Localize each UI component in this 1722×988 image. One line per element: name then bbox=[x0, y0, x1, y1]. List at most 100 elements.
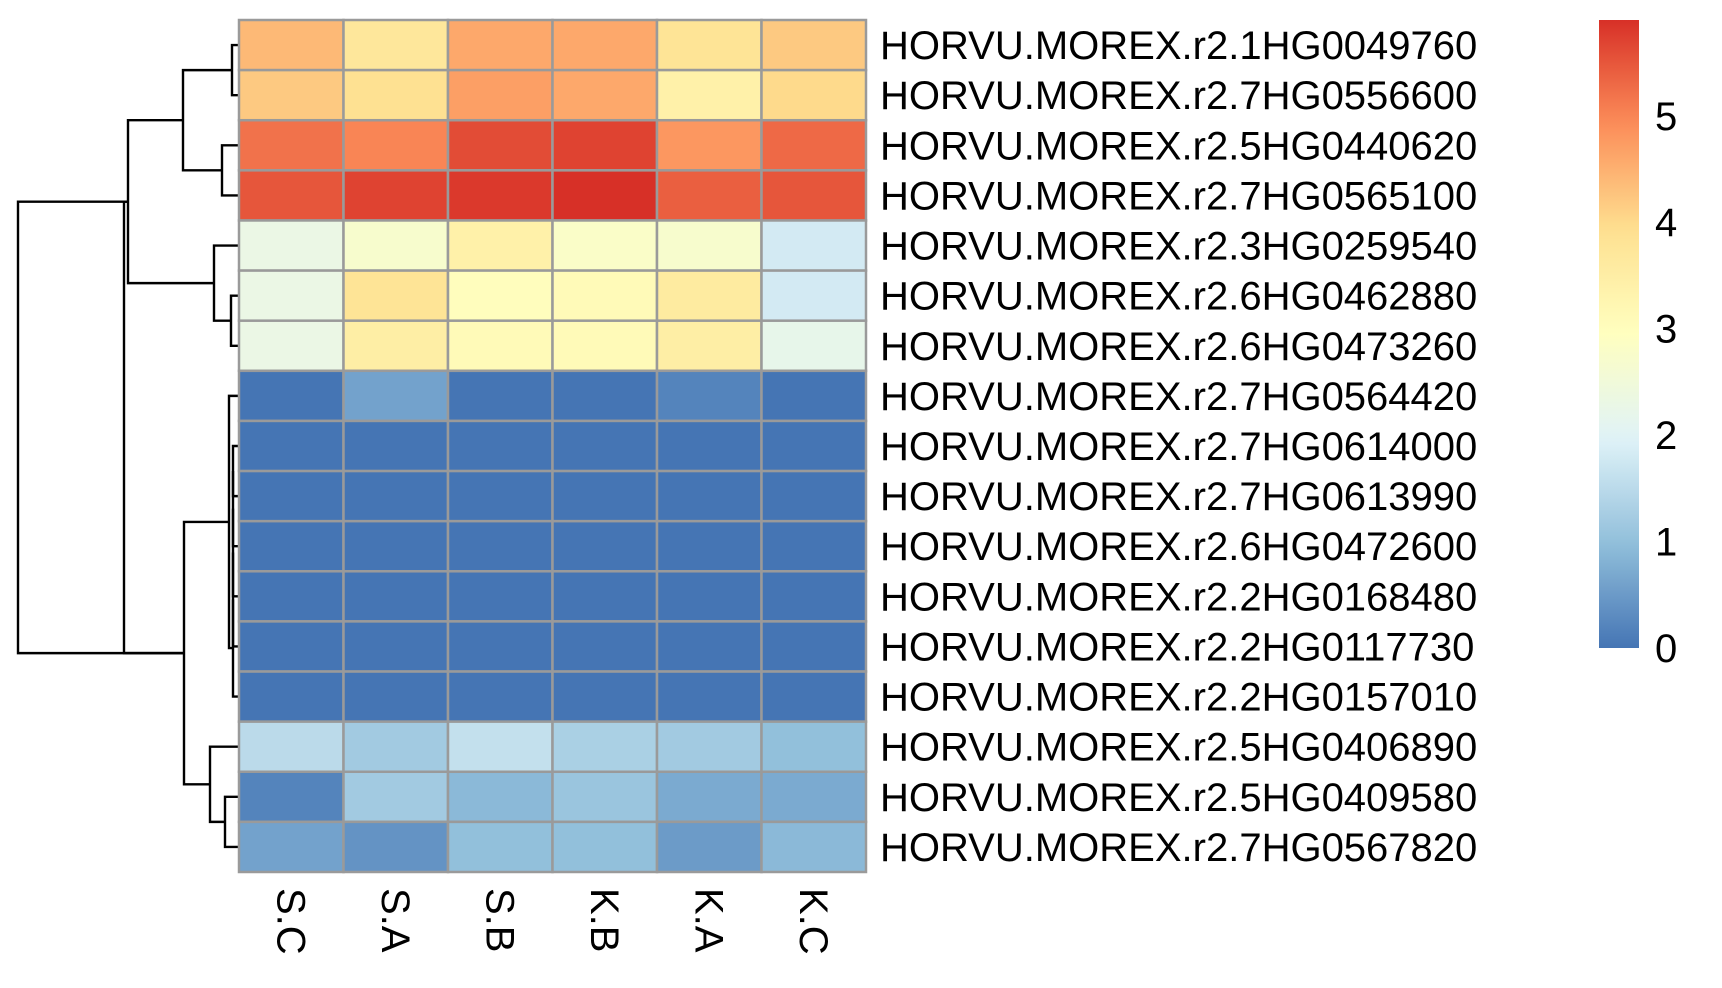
heatmap-cell bbox=[551, 519, 659, 573]
heatmap-cell bbox=[760, 169, 868, 222]
heatmap-cell bbox=[551, 118, 659, 172]
row-label: HORVU.MOREX.r2.7HG0556600 bbox=[880, 74, 1477, 118]
heatmap-cell bbox=[237, 219, 345, 272]
row-label: HORVU.MOREX.r2.6HG0472600 bbox=[880, 525, 1477, 569]
heatmap-cell bbox=[655, 169, 763, 222]
heatmap-cell bbox=[446, 118, 554, 172]
heatmap-cell bbox=[237, 319, 345, 373]
heatmap-cell bbox=[760, 269, 868, 322]
heatmap-cell bbox=[342, 68, 450, 122]
legend-tick-label: 1 bbox=[1655, 521, 1677, 565]
heatmap-cell bbox=[237, 269, 345, 322]
heatmap-cell bbox=[760, 18, 868, 72]
dendrogram-branch bbox=[126, 119, 214, 285]
heatmap-cell bbox=[446, 670, 554, 723]
dendrogram-branch bbox=[220, 144, 239, 197]
heatmap-cell bbox=[342, 670, 450, 723]
heatmap-cell bbox=[551, 319, 659, 373]
heatmap-cell bbox=[655, 369, 763, 423]
heatmap-cell bbox=[655, 319, 763, 373]
heatmap-cell bbox=[237, 169, 345, 222]
heatmap-cell bbox=[342, 419, 450, 473]
heatmap-cell bbox=[237, 570, 345, 623]
heatmap-cell bbox=[342, 369, 450, 423]
heatmap-cell bbox=[446, 319, 554, 373]
dendrogram-branch bbox=[182, 520, 229, 786]
heatmap-cell bbox=[446, 369, 554, 423]
heatmap-cells bbox=[237, 18, 868, 874]
heatmap-cell bbox=[446, 419, 554, 473]
heatmap-cell bbox=[551, 570, 659, 623]
heatmap-cell bbox=[237, 820, 345, 874]
heatmap-cell bbox=[446, 570, 554, 623]
heatmap-cell bbox=[655, 519, 763, 573]
heatmap-cell bbox=[655, 18, 763, 72]
heatmap-cell bbox=[342, 269, 450, 322]
heatmap-cell bbox=[655, 269, 763, 322]
heatmap-cell bbox=[237, 670, 345, 723]
row-label: HORVU.MOREX.r2.7HG0565100 bbox=[880, 174, 1477, 218]
heatmap-cell bbox=[446, 620, 554, 673]
heatmap-cell bbox=[551, 820, 659, 874]
column-labels: S.C S.A S.B K.B K.A K.C bbox=[268, 888, 835, 955]
legend-tick-label: 5 bbox=[1655, 95, 1677, 139]
dendrogram-branch bbox=[212, 244, 239, 322]
column-label: K.A bbox=[686, 888, 730, 953]
heatmap-cell bbox=[760, 670, 868, 723]
heatmap-cell bbox=[446, 820, 554, 874]
legend-tick-label: 0 bbox=[1655, 627, 1677, 671]
heatmap-cell bbox=[446, 219, 554, 272]
heatmap-cell bbox=[655, 219, 763, 272]
heatmap-cell bbox=[551, 269, 659, 322]
row-label: HORVU.MOREX.r2.5HG0409580 bbox=[880, 776, 1477, 820]
heatmap-cell bbox=[237, 419, 345, 473]
heatmap-cell bbox=[655, 118, 763, 172]
heatmap-cell bbox=[342, 820, 450, 874]
column-label: K.C bbox=[791, 888, 835, 955]
heatmap-cell bbox=[551, 169, 659, 222]
legend-tick-label: 2 bbox=[1655, 414, 1677, 458]
heatmap-cell bbox=[237, 519, 345, 573]
heatmap-cell bbox=[655, 570, 763, 623]
heatmap-cell bbox=[342, 570, 450, 623]
heatmap-cell bbox=[655, 770, 763, 824]
row-label: HORVU.MOREX.r2.2HG0157010 bbox=[880, 676, 1477, 720]
dendrogram-branch bbox=[231, 599, 239, 698]
heatmap-cell bbox=[760, 620, 868, 673]
heatmap-cell bbox=[760, 118, 868, 172]
heatmap-cell bbox=[551, 469, 659, 523]
dendrogram-branch bbox=[223, 795, 239, 849]
heatmap-cell bbox=[655, 469, 763, 523]
heatmap-cell bbox=[237, 720, 345, 774]
heatmap-cell bbox=[342, 169, 450, 222]
heatmap-cell bbox=[655, 620, 763, 673]
row-label: HORVU.MOREX.r2.3HG0259540 bbox=[880, 225, 1477, 269]
heatmap-cell bbox=[551, 720, 659, 774]
row-label: HORVU.MOREX.r2.7HG0564420 bbox=[880, 375, 1477, 419]
dendrogram-branch bbox=[16, 200, 184, 655]
heatmap-cell bbox=[655, 419, 763, 473]
heatmap-cell bbox=[342, 770, 450, 824]
heatmap-cell bbox=[655, 68, 763, 122]
column-label: S.A bbox=[373, 888, 417, 953]
heatmap-cell bbox=[551, 770, 659, 824]
heatmap-cell bbox=[551, 670, 659, 723]
row-label: HORVU.MOREX.r2.1HG0049760 bbox=[880, 24, 1477, 68]
color-legend-bar bbox=[1599, 20, 1639, 648]
row-dendrogram bbox=[16, 43, 239, 849]
legend-tick-label: 3 bbox=[1655, 308, 1677, 352]
row-labels: HORVU.MOREX.r2.1HG0049760 HORVU.MOREX.r2.… bbox=[880, 24, 1477, 870]
heatmap-cell bbox=[446, 269, 554, 322]
heatmap-cell bbox=[446, 720, 554, 774]
row-label: HORVU.MOREX.r2.2HG0117730 bbox=[880, 625, 1474, 669]
heatmap-cell bbox=[342, 18, 450, 72]
row-label: HORVU.MOREX.r2.5HG0440620 bbox=[880, 124, 1477, 168]
heatmap-cell bbox=[551, 219, 659, 272]
heatmap-cell bbox=[342, 219, 450, 272]
heatmap-cell bbox=[551, 68, 659, 122]
row-label: HORVU.MOREX.r2.7HG0613990 bbox=[880, 475, 1477, 519]
heatmap-cell bbox=[760, 720, 868, 774]
row-label: HORVU.MOREX.r2.7HG0614000 bbox=[880, 425, 1477, 469]
heatmap-cell bbox=[237, 118, 345, 172]
heatmap-cell bbox=[760, 68, 868, 122]
